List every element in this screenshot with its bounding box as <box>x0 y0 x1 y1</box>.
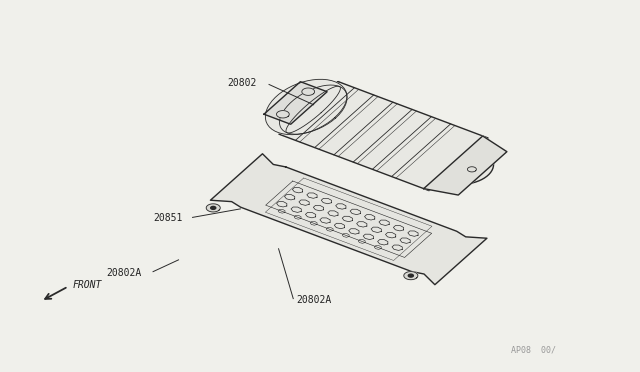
Polygon shape <box>424 136 507 195</box>
Polygon shape <box>266 79 347 135</box>
Polygon shape <box>211 206 216 209</box>
Polygon shape <box>206 204 220 212</box>
Polygon shape <box>276 110 289 118</box>
Polygon shape <box>211 154 487 285</box>
Polygon shape <box>279 82 493 190</box>
Text: FRONT: FRONT <box>73 280 102 289</box>
Text: 20802: 20802 <box>227 78 256 89</box>
Polygon shape <box>408 274 413 277</box>
Polygon shape <box>467 167 476 172</box>
Polygon shape <box>404 272 418 280</box>
Text: 20851: 20851 <box>154 213 183 223</box>
Text: 20802A: 20802A <box>106 268 141 278</box>
Text: AP08  00/: AP08 00/ <box>511 346 556 355</box>
Polygon shape <box>302 88 315 95</box>
Polygon shape <box>264 82 327 124</box>
Text: 20802A: 20802A <box>296 295 332 305</box>
